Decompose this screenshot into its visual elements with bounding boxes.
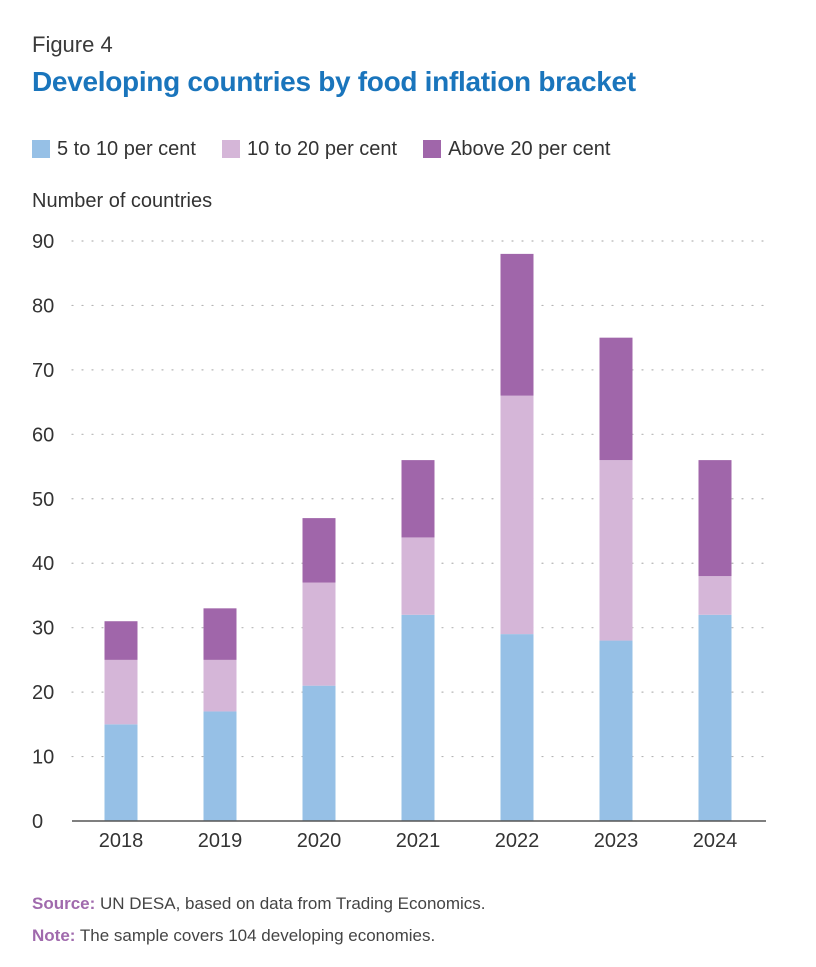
- legend-swatch-above-20: [423, 140, 442, 158]
- bar-2020-series-0: [302, 685, 336, 821]
- bars: [104, 253, 732, 821]
- y-tick-label-90: 90: [32, 231, 54, 253]
- legend-item-10-20: 10 to 20 per cent: [221, 137, 398, 161]
- legend: 5 to 10 per cent 10 to 20 per cent Above…: [32, 136, 636, 162]
- x-tick-label-2020: 2020: [297, 830, 342, 852]
- bar-2021-series-1: [401, 537, 435, 615]
- bar-2024-series-0: [698, 614, 732, 821]
- x-tick-label-2024: 2024: [693, 830, 738, 852]
- y-tick-label-60: 60: [32, 424, 54, 446]
- y-tick-label-20: 20: [32, 682, 54, 704]
- legend-item-above-20: Above 20 per cent: [423, 138, 610, 161]
- bar-2020-series-2: [302, 518, 336, 583]
- y-tick-label-10: 10: [32, 747, 54, 769]
- bar-2023-series-1: [599, 460, 633, 641]
- y-tick-label-50: 50: [32, 489, 54, 511]
- bar-2020-series-1: [302, 582, 336, 686]
- bar-2018-series-2: [104, 621, 138, 660]
- y-tick-label-30: 30: [32, 618, 54, 640]
- x-tick-label-2023: 2023: [594, 830, 639, 852]
- x-tick-labels: 2018 2019 2020 2021 2022 2023 2024: [99, 830, 738, 852]
- bar-2018-series-1: [104, 659, 138, 725]
- y-tick-label-40: 40: [32, 553, 54, 575]
- legend-item-5-10: 5 to 10 per cent: [32, 138, 196, 161]
- y-tick-label-80: 80: [32, 295, 54, 317]
- source-note: Source: UN DESA, based on data from Trad…: [32, 894, 486, 914]
- bar-2019-series-0: [203, 711, 237, 821]
- legend-label-10-20: 10 to 20 per cent: [246, 137, 398, 160]
- y-tick-label-70: 70: [32, 360, 54, 382]
- note-text: The sample covers 104 developing economi…: [75, 926, 436, 945]
- bar-2021-series-2: [401, 460, 435, 538]
- legend-swatch-5-10: [32, 140, 50, 158]
- bar-2023-series-2: [599, 337, 633, 461]
- figure-label: Figure 4: [32, 32, 113, 57]
- source-text: UN DESA, based on data from Trading Econ…: [95, 894, 486, 913]
- y-tick-label-0: 0: [32, 811, 43, 833]
- bar-2022-series-2: [500, 253, 534, 396]
- x-tick-label-2022: 2022: [495, 830, 540, 852]
- bar-2023-series-0: [599, 640, 633, 821]
- x-tick-label-2018: 2018: [99, 830, 144, 852]
- bar-2022-series-0: [500, 634, 534, 821]
- y-tick-labels: 0 10 20 30 40 50 60 70 80 90: [32, 231, 54, 833]
- bar-2019-series-2: [203, 608, 237, 660]
- bar-2024-series-2: [698, 460, 732, 577]
- x-tick-label-2019: 2019: [198, 830, 243, 852]
- x-tick-label-2021: 2021: [396, 830, 441, 852]
- legend-label-5-10: 5 to 10 per cent: [57, 137, 196, 160]
- bar-2021-series-0: [401, 614, 435, 821]
- source-key: Source:: [32, 894, 96, 913]
- bar-2022-series-1: [500, 395, 534, 635]
- note-key: Note:: [32, 926, 76, 945]
- sample-note: Note: The sample covers 104 developing e…: [32, 926, 435, 946]
- y-axis-label: Number of countries: [32, 190, 213, 212]
- legend-swatch-10-20: [221, 140, 240, 158]
- bar-2018-series-0: [104, 724, 138, 821]
- chart-title: Developing countries by food inflation b…: [32, 66, 636, 97]
- bar-2019-series-1: [203, 659, 237, 712]
- legend-label-above-20: Above 20 per cent: [448, 137, 611, 160]
- bar-2024-series-1: [698, 576, 732, 615]
